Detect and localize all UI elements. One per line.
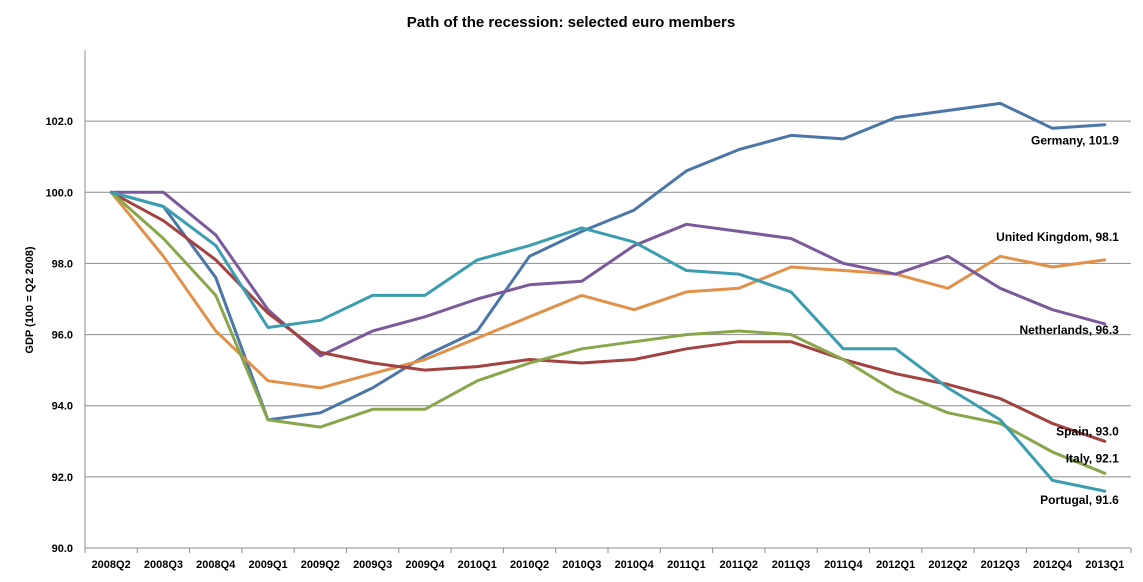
x-tick-label: 2011Q1 bbox=[667, 559, 706, 571]
axes: 90.0 92.0 94.0 96.0 98.0 100.0 102.0 2008Q2 2008… bbox=[45, 50, 1132, 571]
x-tick-label: 2009Q3 bbox=[353, 559, 392, 571]
series-line-portugal bbox=[109, 190, 1107, 493]
y-tick-label: 96.0 bbox=[52, 330, 73, 342]
y-tick-label: 90.0 bbox=[52, 543, 73, 555]
gridlines bbox=[85, 120, 1131, 478]
x-tick-label: 2012Q2 bbox=[928, 559, 967, 571]
series-line-united-kingdom bbox=[109, 190, 1107, 390]
series-line-italy bbox=[109, 190, 1107, 475]
y-tick-label: 100.0 bbox=[45, 187, 73, 199]
x-tick-label: 2008Q3 bbox=[144, 559, 183, 571]
x-tick-label: 2009Q2 bbox=[301, 559, 340, 571]
y-tick-label: 102.0 bbox=[45, 116, 73, 128]
series-line-netherlands bbox=[109, 190, 1107, 358]
annotation-germany: Germany, 101.9 bbox=[1031, 134, 1119, 148]
series-line-germany bbox=[109, 101, 1107, 422]
x-tick-label: 2010Q2 bbox=[510, 559, 549, 571]
x-tick-label: 2010Q3 bbox=[562, 559, 601, 571]
y-tick-label: 98.0 bbox=[52, 258, 73, 270]
x-tick-label: 2011Q3 bbox=[772, 559, 811, 571]
x-tick-label: 2010Q1 bbox=[458, 559, 497, 571]
y-tick-label: 94.0 bbox=[52, 401, 73, 413]
series-lines bbox=[109, 101, 1107, 493]
x-tick-label: 2012Q3 bbox=[981, 559, 1020, 571]
x-tick-label: 2009Q1 bbox=[248, 559, 287, 571]
x-tick-label: 2010Q4 bbox=[615, 559, 655, 571]
annotation-portugal: Portugal, 91.6 bbox=[1040, 493, 1119, 507]
chart-title: Path of the recession: selected euro mem… bbox=[407, 14, 735, 31]
x-tick-label: 2008Q2 bbox=[92, 559, 131, 571]
x-tick-label: 2012Q4 bbox=[1033, 559, 1073, 571]
x-tick-label: 2011Q4 bbox=[824, 559, 863, 571]
x-tick-label: 2008Q4 bbox=[196, 559, 236, 571]
x-tick-label: 2012Q1 bbox=[876, 559, 915, 571]
annotation-italy: Italy, 92.1 bbox=[1066, 451, 1119, 465]
annotation-united-kingdom: United Kingdom, 98.1 bbox=[996, 230, 1119, 244]
x-tick-label: 2013Q1 bbox=[1085, 559, 1124, 571]
y-axis-label: GDP (100 = Q2 2008) bbox=[24, 246, 36, 353]
y-tick-label: 92.0 bbox=[52, 472, 73, 484]
annotation-spain: Spain, 93.0 bbox=[1056, 424, 1119, 438]
x-tick-label: 2011Q2 bbox=[719, 559, 758, 571]
series-annotations: Germany, 101.9 United Kingdom, 98.1 Nether… bbox=[996, 134, 1119, 507]
x-tick-label: 2009Q4 bbox=[405, 559, 445, 571]
annotation-netherlands: Netherlands, 96.3 bbox=[1019, 323, 1119, 337]
